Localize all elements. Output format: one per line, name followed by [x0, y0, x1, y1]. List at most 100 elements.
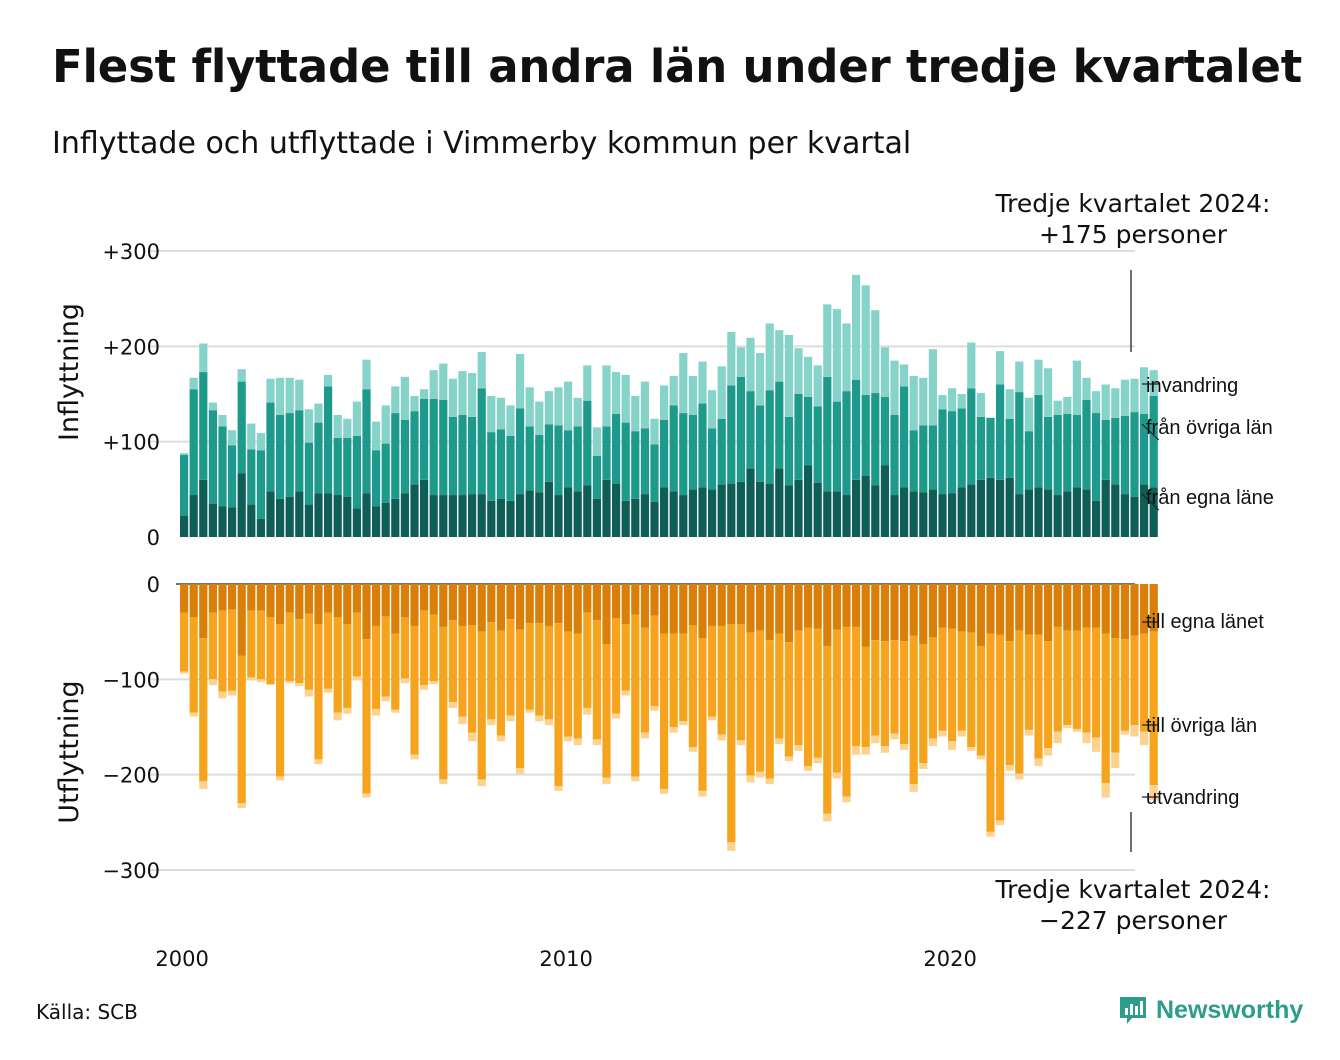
- utflyttning-bar-1-83: [976, 645, 985, 756]
- inflyttning-bar-2-10: [276, 377, 285, 415]
- inflyttning-bar-2-74: [890, 360, 899, 415]
- utflyttning-bar-0-28: [448, 584, 457, 621]
- inflyttning-bar-2-93: [1072, 360, 1081, 415]
- utflyttning-bar-1-54: [698, 638, 707, 791]
- inflyttning-bar-0-81: [957, 487, 966, 537]
- inflyttning-bars: [180, 274, 1158, 537]
- inflyttning-bar-2-69: [842, 323, 851, 392]
- inflyttning-bar-2-99: [1130, 378, 1139, 413]
- utflyttning-bar-2-84: [986, 831, 995, 837]
- utflyttning-bar-1-41: [573, 633, 582, 739]
- inflyttning-bar-2-37: [535, 401, 544, 435]
- inflyttning-bar-1-90: [1044, 416, 1053, 490]
- inflyttning-bar-1-88: [1024, 431, 1033, 490]
- utflyttning-bar-1-58: [736, 624, 745, 741]
- inflyttning-bar-1-38: [544, 424, 553, 482]
- utflyttning-y-tick-1: −100: [102, 668, 160, 692]
- inflyttning-bar-1-68: [832, 401, 841, 492]
- utflyttning-bar-1-69: [842, 626, 851, 797]
- inflyttning-bar-2-82: [967, 342, 976, 389]
- utflyttning-bar-0-39: [554, 584, 563, 624]
- inflyttning-bar-1-93: [1072, 414, 1081, 488]
- utflyttning-bar-0-32: [487, 584, 496, 623]
- x-axis-ticks: 2000 2010 2020: [155, 947, 976, 971]
- utflyttning-bar-2-82: [967, 747, 976, 751]
- chart-svg: 0 +100 +200 +300 0 −100 −200 −300 2000 2010 2020…: [54, 189, 1274, 971]
- utflyttning-bar-2-98: [1120, 730, 1129, 735]
- utflyttning-bar-2-101: [1149, 785, 1158, 801]
- utflyttning-bar-0-98: [1120, 584, 1129, 640]
- utflyttning-bar-0-99: [1130, 584, 1139, 636]
- inflyttning-bar-2-44: [602, 365, 611, 427]
- inflyttning-bar-2-56: [717, 366, 726, 419]
- utflyttning-bar-1-17: [343, 624, 352, 708]
- utflyttning-bar-1-29: [458, 625, 467, 717]
- inflyttning-bar-0-87: [1015, 494, 1024, 537]
- utflyttning-bar-2-94: [1082, 732, 1091, 744]
- inflyttning-bar-2-53: [688, 375, 697, 415]
- inflyttning-bar-2-89: [1034, 359, 1043, 395]
- utflyttning-bar-1-26: [429, 614, 438, 682]
- utflyttning-bar-0-63: [784, 584, 793, 643]
- inflyttning-bar-1-98: [1120, 415, 1129, 495]
- inflyttning-bar-0-30: [468, 494, 477, 537]
- utflyttning-bar-2-22: [391, 709, 400, 713]
- utflyttning-bar-0-88: [1024, 584, 1033, 635]
- inflyttning-bar-2-96: [1101, 384, 1110, 420]
- utflyttning-bar-0-8: [256, 584, 265, 611]
- utflyttning-bar-1-73: [880, 641, 889, 747]
- inflyttning-bar-1-47: [631, 431, 640, 499]
- inflyttning-bar-0-45: [612, 483, 621, 537]
- inflyttning-bar-0-100: [1140, 484, 1149, 537]
- utflyttning-bar-0-59: [746, 584, 755, 633]
- utflyttning-bar-2-56: [717, 734, 726, 741]
- utflyttning-bar-2-99: [1130, 725, 1139, 737]
- inflyttning-bar-0-66: [813, 482, 822, 537]
- inflyttning-segment-label-2: från egna läne: [1146, 487, 1274, 509]
- utflyttning-bar-1-60: [756, 630, 765, 772]
- inflyttning-bar-0-76: [909, 491, 918, 537]
- inflyttning-bar-1-54: [698, 403, 707, 488]
- inflyttning-bar-2-64: [794, 348, 803, 394]
- x-tick-2000: 2000: [155, 947, 208, 971]
- utflyttning-bar-2-43: [592, 739, 601, 746]
- inflyttning-bar-1-23: [400, 419, 409, 494]
- inflyttning-bar-2-35: [516, 353, 525, 409]
- inflyttning-bar-2-59: [746, 337, 755, 392]
- inflyttning-bar-2-2: [199, 343, 208, 373]
- inflyttning-bar-2-101: [1149, 370, 1158, 396]
- utflyttning-bar-2-86: [1005, 765, 1014, 771]
- inflyttning-bar-2-92: [1063, 396, 1072, 415]
- inflyttning-bar-0-21: [381, 502, 390, 537]
- inflyttning-bar-2-98: [1120, 379, 1129, 416]
- inflyttning-bar-1-87: [1015, 392, 1024, 495]
- inflyttning-bar-0-6: [237, 473, 246, 537]
- utflyttning-bar-0-25: [420, 584, 429, 611]
- callout-top-line1: Tredje kvartalet 2024:: [995, 189, 1271, 218]
- utflyttning-bar-1-10: [276, 624, 285, 777]
- inflyttning-bar-0-74: [890, 495, 899, 537]
- inflyttning-bar-1-70: [852, 379, 861, 480]
- utflyttning-bar-0-37: [535, 584, 544, 624]
- inflyttning-bar-2-20: [372, 421, 381, 451]
- inflyttning-bar-2-85: [996, 351, 1005, 385]
- utflyttning-bar-1-25: [420, 610, 429, 686]
- utflyttning-bar-2-78: [928, 738, 937, 747]
- utflyttning-bar-2-53: [688, 747, 697, 752]
- utflyttning-bar-1-63: [784, 642, 793, 757]
- utflyttning-bar-1-23: [400, 617, 409, 679]
- inflyttning-bar-1-14: [314, 422, 323, 494]
- utflyttning-bar-0-27: [439, 584, 448, 627]
- inflyttning-bar-1-82: [967, 388, 976, 485]
- inflyttning-bar-2-57: [727, 332, 736, 386]
- utflyttning-bar-2-21: [381, 696, 390, 702]
- utflyttning-bar-1-80: [948, 628, 957, 742]
- utflyttning-bar-0-79: [938, 584, 947, 628]
- utflyttning-bar-2-62: [775, 738, 784, 745]
- inflyttning-bar-0-92: [1063, 491, 1072, 537]
- inflyttning-bar-1-46: [621, 422, 630, 501]
- inflyttning-bar-0-78: [928, 489, 937, 537]
- inflyttning-bar-0-98: [1120, 494, 1129, 537]
- inflyttning-bar-2-5: [228, 430, 237, 446]
- inflyttning-bar-0-14: [314, 493, 323, 537]
